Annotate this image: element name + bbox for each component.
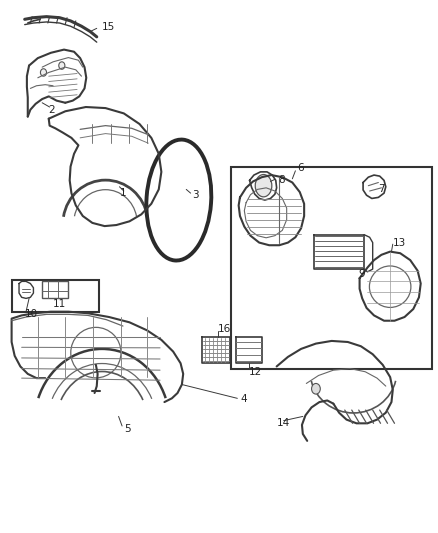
Text: 12: 12: [249, 367, 262, 377]
Text: 7: 7: [378, 184, 385, 195]
Circle shape: [59, 62, 65, 69]
Text: 15: 15: [102, 22, 115, 33]
Text: 3: 3: [192, 190, 198, 200]
Text: 4: 4: [240, 394, 247, 405]
Bar: [231, 166, 432, 368]
Bar: [12, 280, 99, 312]
Text: 1: 1: [120, 188, 126, 198]
Bar: [42, 281, 68, 298]
Text: 10: 10: [25, 309, 38, 319]
Text: 16: 16: [218, 324, 231, 334]
Text: 2: 2: [48, 104, 54, 115]
Text: 5: 5: [124, 424, 131, 434]
Text: 8: 8: [278, 175, 285, 185]
Text: 13: 13: [393, 238, 406, 247]
Ellipse shape: [255, 174, 272, 197]
Text: 9: 9: [359, 270, 365, 279]
Text: 11: 11: [53, 298, 66, 309]
Text: 14: 14: [277, 418, 290, 429]
Circle shape: [40, 69, 46, 76]
Circle shape: [311, 383, 320, 394]
Text: 6: 6: [297, 163, 304, 173]
